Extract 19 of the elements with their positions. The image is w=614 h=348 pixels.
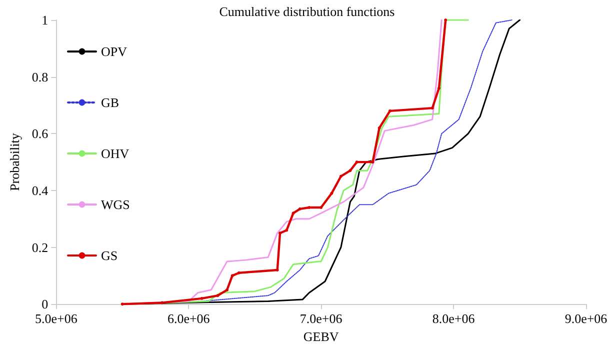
y-tick-label: 0 [42,296,48,312]
y-tick-label: 0.6 [32,126,49,142]
y-axis-title: Probability [7,132,22,191]
legend-label: OPV [101,44,128,59]
legend-label: GS [101,248,118,263]
legend-label: OHV [101,146,130,161]
legend-label: GB [101,95,120,110]
legend-label: WGS [101,197,130,212]
x-axis-title: GEBV [303,329,340,344]
y-tick-label: 1 [42,12,48,28]
x-tick-label: 7.0e+06 [300,311,343,326]
x-tick-label: 8.0e+06 [432,311,476,326]
x-tick-label: 6.0e+06 [167,311,210,326]
x-tick-label: 9.0e+06 [564,311,608,326]
y-tick-label: 0.4 [32,182,49,198]
x-tick-label: 5.0e+06 [34,311,78,326]
y-tick-label: 0.2 [32,240,48,255]
chart-title: Cumulative distribution functions [219,4,395,19]
y-tick-label: 0.8 [32,69,48,84]
